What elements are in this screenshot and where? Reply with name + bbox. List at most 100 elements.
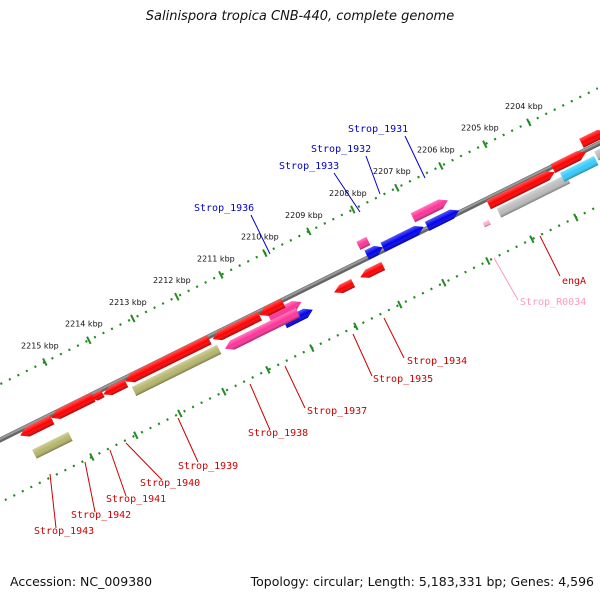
gene-strop-1943 — [20, 415, 55, 437]
label-strop-R0034-leader — [493, 257, 519, 301]
gene-strop-1939-olive-shade — [131, 344, 222, 396]
tick-top — [394, 183, 400, 192]
tick-top — [130, 314, 136, 323]
label-strop-1931-leader — [404, 135, 426, 179]
gene-strop-1939 — [125, 335, 212, 383]
gene-strop-1932b — [364, 245, 383, 260]
accession-text: Accession: NC_009380 — [10, 574, 153, 589]
gene-strop-1938-shade — [212, 311, 262, 341]
gene-strop-1943-olive-shade — [32, 431, 73, 459]
label-strop-1941-leader — [109, 449, 127, 497]
gene-strop-R0034-pseudo-shade — [482, 219, 491, 228]
label-strop-1941: Strop_1941 — [106, 494, 166, 505]
label-strop-1942: Strop_1942 — [71, 510, 131, 521]
tick-top — [306, 227, 312, 236]
label-strop-1936: Strop_1936 — [194, 203, 254, 214]
label-strop-R0034: Strop_R0034 — [520, 297, 586, 308]
tick-bottom — [441, 278, 447, 287]
gene-strop-1931-pink — [410, 199, 448, 223]
gene-strop-1936 — [282, 308, 313, 329]
gene-strop-1942 — [51, 392, 96, 419]
tick-label: 2214 kbp — [65, 320, 103, 329]
label-engA-leader — [539, 235, 561, 277]
gene-strop-1932 — [380, 226, 424, 252]
label-strop-1934: Strop_1934 — [407, 356, 467, 367]
ruler-bottom — [4, 204, 600, 502]
gene-strop-1938 — [212, 311, 262, 341]
gene-strop-1931 — [424, 209, 460, 231]
ruler-bottom-dots — [4, 204, 600, 502]
label-engA: engA — [562, 276, 586, 287]
tick-top — [482, 140, 488, 149]
gene-strop-1934-shade — [360, 261, 386, 278]
gene-strop-1932-shade — [380, 226, 424, 252]
gene-strop-R0034-gray-shade — [496, 174, 571, 218]
gene-rrna-cyan — [559, 156, 599, 182]
tick-bottom — [397, 300, 403, 309]
gene-engA-up — [486, 171, 555, 210]
gene-strop-1933 — [356, 236, 371, 250]
gene-strop-1940 — [103, 379, 129, 395]
label-strop-1936-leader — [250, 214, 271, 255]
tick-bottom — [89, 452, 95, 462]
tick-top — [86, 336, 92, 345]
tick-top — [218, 270, 224, 279]
label-strop-1943-leader — [49, 473, 57, 529]
label-strop-1932: Strop_1932 — [311, 144, 371, 155]
gene-rrna-cyan-shade — [559, 156, 599, 182]
gene-strop-1934 — [360, 261, 386, 278]
gene-strop-1935 — [334, 279, 356, 293]
label-strop-1939: Strop_1939 — [178, 461, 238, 472]
tick-label: 2212 kbp — [153, 276, 191, 285]
gene-strop-1931-pink-shade — [410, 199, 448, 223]
tick-label: 2204 kbp — [505, 102, 543, 111]
gene-strop-1939-olive — [131, 344, 222, 396]
label-strop-1937-leader — [284, 365, 306, 409]
tick-top — [438, 161, 444, 171]
label-strop-1939-leader — [177, 417, 199, 463]
gene-strop-1941-shade — [91, 390, 105, 401]
gene-strop-1941 — [91, 390, 105, 401]
tick-label: 2209 kbp — [285, 211, 323, 220]
gene-engA-up-shade — [486, 171, 555, 210]
tick-label: 2207 kbp — [373, 167, 411, 176]
tick-bottom — [485, 256, 491, 266]
tick-label: 2213 kbp — [109, 298, 147, 307]
gene-strop-1937 — [224, 308, 301, 350]
label-strop-1940: Strop_1940 — [140, 478, 200, 489]
gene-strop-1943-shade — [20, 415, 55, 437]
label-strop-1935-leader — [352, 333, 373, 377]
ruler-top-dots — [0, 87, 599, 386]
tick-bottom — [265, 365, 271, 374]
label-strop-1942-leader — [84, 461, 96, 513]
tick-label: 2211 kbp — [197, 254, 235, 263]
gene-strop-1938b-shade — [259, 298, 286, 316]
gene-engA-up2-shade — [550, 151, 586, 174]
tick-top — [350, 205, 356, 214]
tick-label: 2210 kbp — [241, 233, 279, 242]
gene-strop-1932b-shade — [364, 245, 383, 260]
gene-strop-1937-shade — [224, 308, 301, 350]
label-strop-1937: Strop_1937 — [307, 406, 367, 417]
ruler-top — [0, 87, 599, 386]
tick-top — [262, 249, 268, 258]
tick-top — [42, 357, 48, 367]
tick-label: 2215 kbp — [21, 341, 59, 350]
gene-strop-1936-pink — [267, 301, 302, 323]
gene-strop-1940-shade — [103, 379, 129, 395]
tick-bottom — [177, 409, 183, 418]
tick-bottom — [221, 387, 227, 396]
page-title: Salinispora tropica CNB-440, complete ge… — [145, 9, 455, 24]
tick-bottom — [529, 235, 535, 244]
gene-strop-1936-pink-shade — [267, 301, 302, 323]
label-strop-1931: Strop_1931 — [348, 124, 408, 135]
label-strop-1933-leader — [333, 172, 361, 213]
tick-top — [526, 118, 532, 127]
gene-strop-1933-shade — [356, 236, 371, 250]
tick-label: 2205 kbp — [461, 124, 499, 133]
label-strop-1933: Strop_1933 — [279, 161, 339, 172]
tick-bottom — [133, 431, 139, 440]
label-strop-1940-leader — [125, 442, 163, 481]
tick-bottom — [309, 344, 315, 353]
